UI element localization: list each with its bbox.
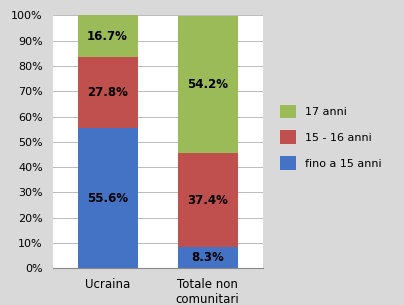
Bar: [178, 153, 238, 247]
Text: 55.6%: 55.6%: [87, 192, 128, 205]
Text: 8.3%: 8.3%: [191, 251, 224, 264]
Text: 16.7%: 16.7%: [87, 30, 128, 43]
Bar: [78, 57, 137, 128]
Bar: [178, 247, 238, 268]
Legend: 17 anni, 15 - 16 anni, fino a 15 anni: 17 anni, 15 - 16 anni, fino a 15 anni: [276, 101, 385, 173]
Text: 54.2%: 54.2%: [187, 77, 228, 91]
Bar: [78, 15, 137, 57]
Bar: [78, 128, 137, 268]
Bar: [178, 16, 238, 153]
Text: 27.8%: 27.8%: [87, 86, 128, 99]
Text: 37.4%: 37.4%: [187, 194, 228, 206]
